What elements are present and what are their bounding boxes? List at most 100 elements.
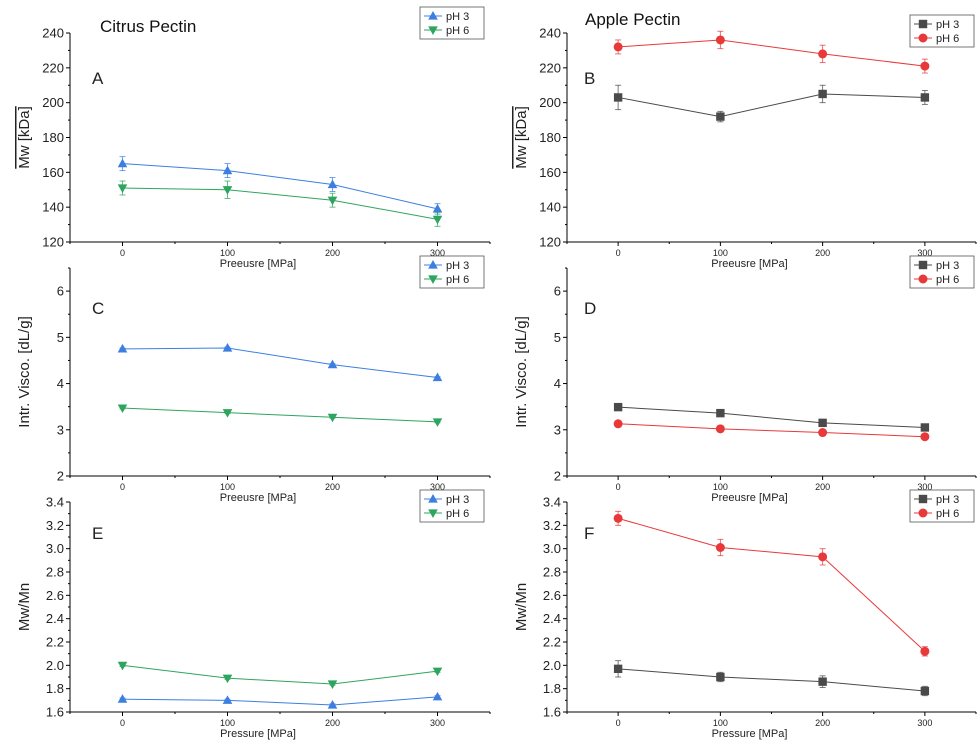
panel-e-series-line bbox=[122, 664, 438, 685]
panel-c-point bbox=[432, 418, 443, 427]
panel-b-x-tick-label: 100 bbox=[713, 248, 728, 258]
panel-d-legend: pH 3 pH 6 bbox=[909, 255, 975, 289]
panel-e: 1.6 1.8 2.0 2.2 2.4 2.6 2.8 3.0 3.2 3.4 0 100 200 300… bbox=[16, 489, 491, 740]
panel-f-y-tick-label: 1.6 bbox=[543, 705, 561, 720]
panel-b-x-tick-label: 0 bbox=[616, 248, 621, 258]
panel-a-legend-label: pH 3 bbox=[446, 11, 469, 23]
panel-b-point bbox=[716, 112, 725, 121]
panel-c-point bbox=[117, 343, 128, 353]
panel-d-series-1 bbox=[613, 419, 930, 442]
panel-b-y-tick-label: 240 bbox=[539, 26, 561, 41]
panel-a-legend: pH 3 pH 6 bbox=[419, 6, 485, 40]
panel-c-x-axis-label: Preeusre [MPa] bbox=[220, 492, 296, 504]
panel-e-point bbox=[432, 667, 443, 677]
panel-c-legend-swatch-marker bbox=[428, 275, 438, 284]
panel-f-series-line bbox=[618, 668, 925, 692]
panel-a-x-tick-label: 100 bbox=[220, 248, 235, 258]
panel-a-y-axis-label: Mw [kDa] bbox=[16, 106, 33, 169]
panel-e-y-tick-label: 1.6 bbox=[46, 705, 64, 720]
panel-f-point bbox=[818, 677, 827, 686]
panel-d: 2 3 4 5 6 0 100 200 300 Preeusre [MPa] Intr. Visco… bbox=[513, 255, 977, 504]
panel-d-point bbox=[715, 424, 725, 434]
panel-f-y-tick-label: 3.2 bbox=[543, 518, 561, 533]
panel-b-legend-swatch-marker bbox=[918, 33, 928, 43]
panel-a-point bbox=[327, 179, 338, 189]
panel-d-point bbox=[716, 408, 725, 418]
panel-a-legend-swatch-marker bbox=[428, 26, 438, 35]
panel-b-point bbox=[920, 93, 930, 102]
panel-e-y-tick-label: 3.0 bbox=[46, 541, 64, 556]
panel-a-series-0 bbox=[117, 156, 443, 215]
panel-f-letter: F bbox=[584, 524, 594, 543]
panel-c-point bbox=[327, 359, 338, 369]
panel-e-point bbox=[327, 680, 338, 689]
panel-a-y-tick-label: 120 bbox=[42, 235, 64, 250]
panel-a-point bbox=[432, 203, 443, 213]
panel-d-x-axis-label: Preeusre [MPa] bbox=[711, 492, 787, 504]
panel-b-point bbox=[818, 89, 827, 99]
panel-e-y-tick-label: 3.4 bbox=[46, 495, 64, 510]
panel-f-legend-label: pH 6 bbox=[936, 508, 959, 520]
panel-f-y-tick-label: 2.0 bbox=[543, 658, 561, 673]
panel-b-legend: pH 3 pH 6 bbox=[909, 14, 975, 48]
panel-f-x-tick-label: 100 bbox=[713, 718, 728, 728]
panel-f-x-tick-label: 0 bbox=[616, 718, 621, 728]
panel-f-x-tick-label: 200 bbox=[815, 718, 830, 728]
panel-d-x-tick-label: 300 bbox=[917, 482, 932, 492]
panel-d-point bbox=[920, 423, 930, 432]
panel-f-point bbox=[613, 664, 623, 674]
panel-b-series-line bbox=[618, 93, 925, 118]
panel-f-point bbox=[920, 686, 930, 696]
panel-d-point bbox=[818, 418, 827, 428]
panel-e-y-tick-label: 2.0 bbox=[46, 658, 64, 673]
panel-c-legend-box bbox=[419, 255, 485, 289]
panel-b-legend-swatch-marker bbox=[918, 19, 928, 29]
panel-b-y-tick-label: 200 bbox=[539, 95, 561, 110]
panel-d-letter: D bbox=[584, 299, 596, 318]
panel-e-point bbox=[222, 695, 233, 704]
panel-e-series-0 bbox=[117, 691, 443, 709]
panel-e-y-tick-label: 2.4 bbox=[46, 611, 64, 626]
panel-e-x-tick-label: 300 bbox=[430, 718, 445, 728]
panel-a-x-tick-label: 0 bbox=[120, 248, 125, 258]
panel-a-x-tick-label: 200 bbox=[325, 248, 340, 258]
panel-a-legend-label: pH 6 bbox=[446, 25, 469, 37]
panel-e-point bbox=[432, 691, 443, 701]
panel-a-y-tick-label: 240 bbox=[42, 26, 64, 41]
panel-d-y-tick-label: 5 bbox=[554, 330, 561, 345]
panel-c-point bbox=[432, 372, 443, 382]
panel-b-legend-label: pH 6 bbox=[936, 33, 959, 45]
panel-a-y-tick-label: 180 bbox=[42, 130, 64, 145]
panel-a: 120 140 160 180 200 220 240 0 100 200 300 Preeusre … bbox=[16, 6, 491, 270]
panel-b-series-1 bbox=[613, 30, 930, 74]
panel-e-legend-box bbox=[419, 489, 485, 523]
panel-c-legend: pH 3 pH 6 bbox=[419, 255, 485, 289]
panel-c-series-0 bbox=[117, 342, 443, 382]
panel-f-y-tick-label: 2.8 bbox=[543, 565, 561, 580]
panel-a-series-line bbox=[122, 163, 438, 210]
panel-d-series-line bbox=[618, 406, 925, 428]
panel-a-legend-box bbox=[419, 6, 485, 40]
panel-e-legend: pH 3 pH 6 bbox=[419, 489, 485, 523]
panel-a-point bbox=[222, 186, 233, 195]
panel-b-y-tick-label: 120 bbox=[539, 235, 561, 250]
panel-c: 2 3 4 5 6 0 100 200 300 Preeusre [MPa] Intr. Visco… bbox=[16, 255, 491, 504]
panel-f-point bbox=[920, 646, 930, 656]
panel-d-y-tick-label: 4 bbox=[554, 376, 561, 391]
panel-a-y-tick-label: 220 bbox=[42, 60, 64, 75]
panel-c-point bbox=[117, 404, 128, 414]
panel-f: 1.6 1.8 2.0 2.2 2.4 2.6 2.8 3.0 3.2 3.4 0 100 200 300… bbox=[513, 489, 977, 740]
panel-c-x-tick-label: 300 bbox=[430, 482, 445, 492]
panel-c-series-1 bbox=[117, 404, 443, 427]
panel-d-legend-label: pH 3 bbox=[936, 260, 959, 272]
panel-d-point bbox=[818, 428, 828, 438]
panel-a-x-axis-label: Preeusre [MPa] bbox=[220, 258, 296, 270]
panel-c-y-tick-label: 6 bbox=[57, 284, 64, 299]
panel-c-x-tick-label: 0 bbox=[120, 482, 125, 492]
panel-f-y-tick-label: 3.0 bbox=[543, 541, 561, 556]
panel-a-point bbox=[117, 184, 128, 194]
panel-a-point bbox=[432, 215, 443, 225]
panel-a-point bbox=[222, 165, 233, 175]
panel-a-y-tick-label: 200 bbox=[42, 95, 64, 110]
panel-f-series-line bbox=[617, 517, 926, 652]
